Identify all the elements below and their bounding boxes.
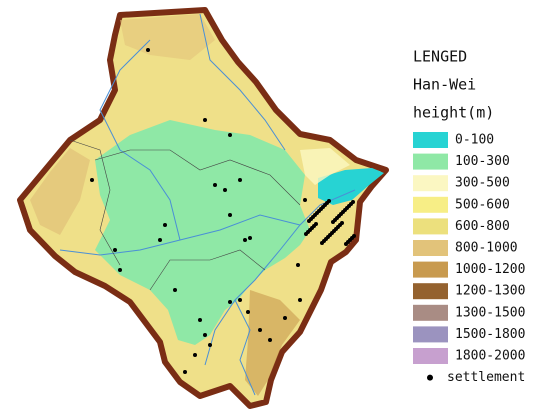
legend-label: 1300-1500 [455,305,525,320]
settlement [246,310,250,314]
map [17,7,389,409]
settlement [90,178,94,182]
legend-label: 1800-2000 [455,349,525,364]
legend-label: 600-800 [455,219,510,234]
settlement [283,316,287,320]
settlement [228,133,232,137]
settlement [268,338,272,342]
legend-swatch [413,240,448,256]
mountain-north [120,14,215,60]
legend-swatch [413,304,448,321]
lowland-0-100 [318,168,384,205]
settlement [238,178,242,182]
settlement [228,300,232,304]
legend-label: 1200-1300 [455,284,525,299]
settlement [158,238,162,242]
settlement [208,343,212,347]
upland-east [300,148,350,185]
legend: LENGED Han-Wei height(m) 0-100 100-300 300… [413,48,525,385]
legend-settlement-label: settlement [447,370,525,385]
legend-swatch [413,326,448,343]
legend-swatch [413,132,448,148]
settlement [118,268,122,272]
settlement [304,232,308,236]
settlement [146,48,150,52]
settlement [203,333,207,337]
legend-label: 500-600 [455,197,510,212]
rivers [59,13,356,396]
settlement [243,238,247,242]
legend-swatch [413,283,448,300]
river [204,189,356,366]
settlement [303,198,307,202]
river [199,13,286,151]
legend-title: LENGED [413,48,467,66]
settlement [296,263,300,267]
settlement [238,298,242,302]
settlement [213,183,217,187]
legend-swatch [413,218,448,235]
river [234,299,256,396]
legend-swatch [413,175,448,192]
border [94,149,301,206]
mountain-west [30,148,90,235]
settlement [307,219,311,223]
settlement [163,223,167,227]
legend-label: 1500-1800 [455,327,525,342]
border [69,139,121,266]
settlement [248,236,252,240]
lowland-100-300 [95,120,310,345]
legend-settlement-dot [427,374,433,381]
settlement [344,242,348,246]
river [99,39,181,241]
legend-swatch [413,153,448,170]
settlement [113,248,117,252]
settlement [320,241,324,245]
settlement [193,353,197,357]
settlement [331,220,335,224]
legend-label: 0-100 [455,133,494,148]
legend-label: 100-300 [455,154,510,169]
county-borders [69,139,301,291]
settlement [173,288,177,292]
legend-swatch [413,196,448,213]
settlement [228,213,232,217]
settlement [203,118,207,122]
settlement [198,318,202,322]
settlements [90,48,356,374]
legend-swatch [413,261,448,278]
legend-region: Han-Wei [413,76,476,94]
legend-label: 800-1000 [455,241,518,256]
settlement [258,328,262,332]
settlement [183,370,187,374]
legend-unit: height(m) [413,104,494,122]
legend-label: 1000-1200 [455,262,525,277]
legend-swatch [413,348,448,364]
settlement [298,298,302,302]
border [149,249,266,291]
settlement [223,188,227,192]
legend-label: 300-500 [455,176,510,191]
